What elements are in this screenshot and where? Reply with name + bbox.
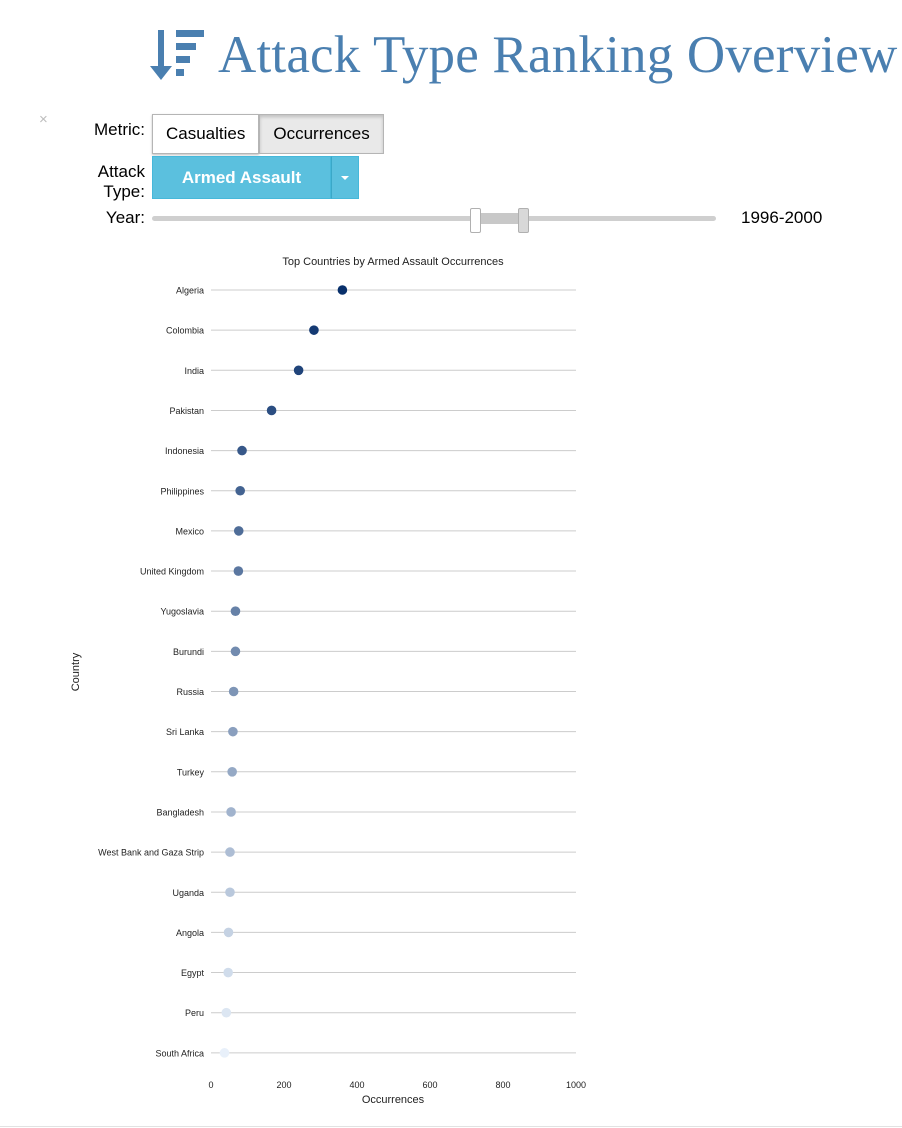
data-point[interactable] [233,526,244,536]
slider-handle-start[interactable] [470,208,481,233]
x-tick-label: 800 [495,1080,510,1090]
y-tick-label: Angola [176,928,204,938]
data-point[interactable] [227,767,237,777]
page-header: Attack Type Ranking Overview [150,24,897,86]
slider-selected-range [481,213,524,224]
y-axis-label: Country [70,652,82,691]
attack-type-dropdown: Armed Assault [152,156,359,199]
data-point[interactable] [266,405,277,416]
y-tick-label: Mexico [175,526,204,536]
data-point[interactable] [293,365,304,376]
page-divider [0,1126,902,1127]
y-tick-label: Colombia [166,326,204,336]
y-tick-label: South Africa [155,1048,204,1058]
data-point[interactable] [226,807,236,817]
y-tick-label: Uganda [172,888,204,898]
y-tick-label: United Kingdom [140,567,204,577]
data-point[interactable] [235,485,245,496]
metric-casualties-button[interactable]: Casualties [152,114,260,154]
slider-handle-end[interactable] [518,208,529,233]
page-title: Attack Type Ranking Overview [218,26,898,84]
data-point[interactable] [237,445,247,456]
year-range-slider[interactable] [152,208,716,233]
year-range-value: 1996-2000 [741,208,823,227]
slider-track[interactable] [152,216,716,221]
data-point[interactable] [228,686,239,697]
y-tick-label: Yugoslavia [160,607,204,617]
close-icon[interactable]: × [39,111,48,128]
y-tick-label: Indonesia [165,446,204,456]
chart-title: Top Countries by Armed Assault Occurrenc… [282,256,504,268]
metric-toggle: Casualties Occurrences [152,114,384,154]
y-tick-label: Peru [185,1008,204,1018]
data-point[interactable] [221,1007,232,1018]
y-tick-label: Bangladesh [156,807,204,817]
x-axis-ticks: 0 200 400 600 800 1000 [208,1080,586,1090]
data-point[interactable] [223,967,233,978]
metric-occurrences-button[interactable]: Occurrences [259,114,384,154]
y-tick-label: Turkey [177,767,205,777]
attack-type-caret-button[interactable] [331,156,359,199]
y-tick-label: Egypt [181,968,205,978]
chevron-down-icon [341,175,349,180]
data-point[interactable] [309,325,319,335]
y-tick-label: Algeria [176,286,204,296]
data-point[interactable] [230,646,241,657]
data-point[interactable] [228,726,238,737]
data-point[interactable] [225,887,235,898]
y-tick-label: West Bank and Gaza Strip [98,848,204,858]
y-tick-label: Burundi [173,647,204,657]
data-point[interactable] [230,606,241,616]
data-point[interactable] [337,285,348,295]
y-tick-label: Philippines [160,486,204,496]
attack-type-label-line2: Type: [103,182,145,201]
metric-label: Metric: [94,120,145,139]
x-tick-label: 600 [422,1080,437,1090]
data-point[interactable] [219,1048,230,1058]
y-tick-label: Pakistan [169,406,204,416]
y-tick-label: Sri Lanka [166,727,204,737]
x-tick-label: 1000 [566,1080,586,1090]
data-point[interactable] [233,566,244,576]
data-point[interactable] [223,927,234,938]
x-tick-label: 200 [276,1080,291,1090]
sort-amount-down-icon [150,30,204,80]
x-axis-label: Occurrences [362,1094,425,1106]
year-label: Year: [105,208,145,227]
x-tick-label: 0 [208,1080,213,1090]
x-tick-label: 400 [349,1080,364,1090]
attack-type-label-line1: Attack [97,162,145,181]
y-tick-label: Russia [176,687,204,697]
y-tick-label: India [184,366,204,376]
data-point[interactable] [225,847,235,857]
attack-type-label: Attack Type: [60,162,145,202]
chart-rows: Algeria Colombia India Pakistan Indonesia Phi… [98,285,576,1058]
attack-type-select-button[interactable]: Armed Assault [152,156,331,199]
